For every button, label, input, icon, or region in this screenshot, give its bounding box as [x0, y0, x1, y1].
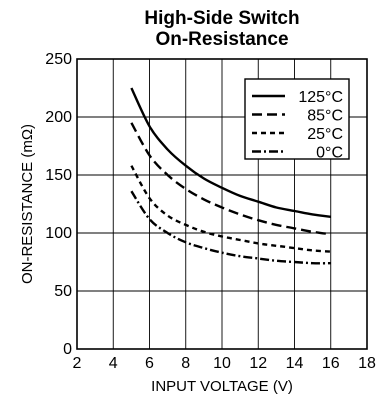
x-tick-label-16: 16 — [322, 355, 340, 372]
x-tick-label-10: 10 — [213, 355, 231, 372]
x-axis-label: INPUT VOLTAGE (V) — [151, 378, 293, 395]
y-tick-label-100: 100 — [45, 225, 72, 242]
x-tick-label-14: 14 — [286, 355, 304, 372]
x-tick-label-8: 8 — [181, 355, 190, 372]
y-tick-label-150: 150 — [45, 167, 72, 184]
y-tick-label-0: 0 — [63, 341, 72, 358]
legend-label-1: 85°C — [307, 108, 343, 125]
x-tick-label-18: 18 — [358, 355, 376, 372]
x-tick-label-2: 2 — [73, 355, 82, 372]
y-tick-label-50: 50 — [54, 283, 72, 300]
legend-label-0: 125°C — [298, 89, 343, 106]
legend-label-3: 0°C — [316, 145, 343, 162]
series-line-0 — [130, 87, 331, 218]
series-line-3 — [130, 190, 331, 265]
plot-frame — [76, 58, 368, 350]
x-tick-label-4: 4 — [109, 355, 118, 372]
series-lines — [130, 87, 331, 265]
legend-label-2: 25°C — [307, 126, 343, 143]
legend: 125°C 85°C25°C 0°C — [252, 89, 343, 162]
x-tick-label-6: 6 — [145, 355, 154, 372]
series-line-1 — [130, 122, 331, 236]
y-axis-label: ON-RESISTANCE (mΩ) — [19, 124, 36, 284]
x-tick-label-12: 12 — [249, 355, 267, 372]
series-line-2 — [130, 165, 331, 253]
chart-title-line-1: High-Side Switch — [144, 8, 299, 29]
y-tick-label-200: 200 — [45, 109, 72, 126]
legend-box — [244, 78, 350, 160]
chart-title-line-2: On-Resistance — [155, 29, 288, 50]
x-tick-labels: 2 4 6 8 10 12 14 16 18 — [73, 355, 376, 372]
y-tick-labels: 0 50 100 150 200 250 — [45, 51, 72, 358]
y-tick-label-250: 250 — [45, 51, 72, 68]
